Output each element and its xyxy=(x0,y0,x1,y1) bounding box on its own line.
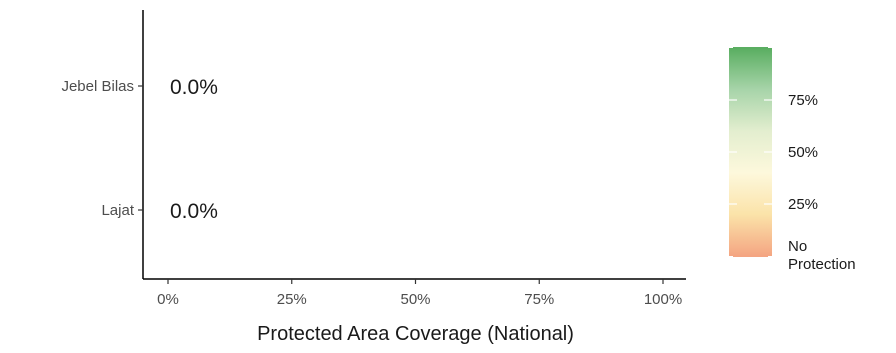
x-axis-title: Protected Area Coverage (National) xyxy=(257,323,574,345)
x-tick-label: 25% xyxy=(277,291,307,308)
data-label: 0.0% xyxy=(170,200,218,223)
y-tick-label: Jebel Bilas xyxy=(61,78,134,95)
data-label: 0.0% xyxy=(170,76,218,99)
x-tick-label: 50% xyxy=(400,291,430,308)
colorbar-label: 50% xyxy=(788,144,818,161)
x-tick-label: 100% xyxy=(644,291,682,308)
colorbar-label: No Protection xyxy=(788,238,856,273)
colorbar-label: 25% xyxy=(788,196,818,213)
x-tick-label: 75% xyxy=(524,291,554,308)
y-tick-label: Lajat xyxy=(101,202,134,219)
colorbar-label: 75% xyxy=(788,92,818,109)
x-tick-label: 0% xyxy=(157,291,179,308)
